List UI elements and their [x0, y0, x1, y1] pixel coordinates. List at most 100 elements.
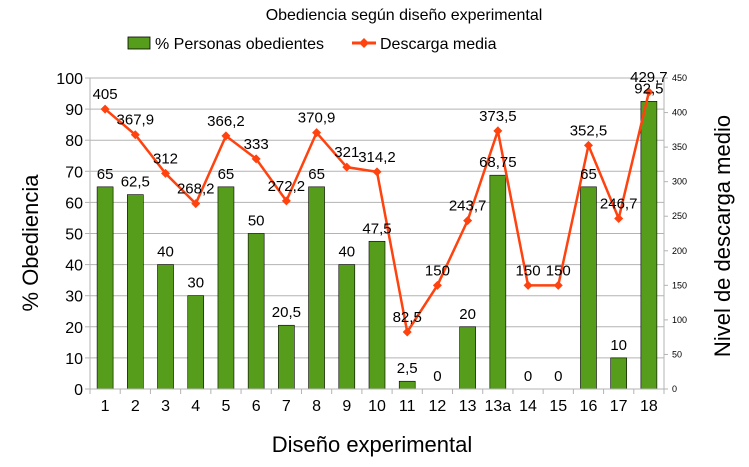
bar-data-label: 20,5	[272, 304, 301, 321]
line-data-label: 370,9	[298, 110, 336, 127]
y-tick-label: 70	[65, 164, 83, 181]
chart-title: Obediencia según diseño experimental	[266, 7, 543, 24]
bar	[217, 186, 235, 390]
bar-data-label: 65	[308, 166, 325, 183]
bar-data-label: 0	[554, 368, 562, 385]
y-tick-label: 40	[65, 258, 83, 275]
bar-data-label: 47,5	[362, 220, 391, 237]
line-point	[644, 87, 654, 97]
line-point	[130, 130, 140, 140]
x-tick-label: 5	[221, 398, 230, 415]
line-data-label: 150	[425, 262, 450, 279]
line-data-label: 333	[244, 136, 269, 153]
line-data-label: 82,5	[393, 309, 422, 326]
data-labels: 65 62,5 40 30 65 50 20,5 65 40 47,5 2,5 0 20 68,75 0 0 6…	[93, 69, 668, 385]
line-point	[342, 162, 352, 172]
line-data-label: 352,5	[570, 122, 608, 139]
y-tick-label: 20	[65, 320, 83, 337]
x-tick-label: 7	[282, 398, 291, 415]
bar-data-label: 50	[248, 213, 265, 230]
x-tick-label: 15	[549, 398, 567, 415]
y2-tick-label: 200	[672, 246, 687, 256]
x-tick-label: 13	[459, 398, 477, 415]
bar-data-label: 10	[610, 337, 627, 354]
line-point	[614, 214, 624, 224]
legend: % Personas obedientes Descarga media	[127, 36, 497, 53]
y2-tick-label: 50	[672, 349, 682, 359]
line-point	[402, 327, 412, 337]
x-tick-label: 3	[161, 398, 170, 415]
y-tick-label: 100	[56, 71, 83, 88]
bar	[308, 186, 325, 390]
bar	[187, 295, 205, 390]
bar-data-label: 2,5	[397, 360, 418, 377]
line-data-label: 367,9	[117, 112, 155, 129]
line-data-label: 321	[334, 144, 359, 161]
bar	[580, 186, 597, 390]
x-tick-label: 8	[312, 398, 321, 415]
line-point	[372, 167, 382, 177]
x-tick-label: 16	[580, 398, 598, 415]
line-data-label: 268,2	[177, 181, 215, 198]
line-point	[100, 104, 110, 114]
line-data-label: 373,5	[479, 108, 517, 125]
bar-data-label: 30	[187, 275, 204, 292]
x-tick-label: 9	[342, 398, 351, 415]
line-point	[251, 154, 261, 164]
x-tick-label: 13a	[484, 398, 511, 415]
y-axis-label: % Obediencia	[18, 174, 43, 312]
line-point	[312, 128, 322, 138]
line-data-label: 429,7	[630, 69, 668, 86]
bar-data-label: 65	[218, 166, 235, 183]
y-tick-label: 0	[74, 382, 83, 399]
y2-tick-label: 0	[672, 384, 677, 394]
y2-tick-label: 150	[672, 280, 687, 290]
bar	[247, 233, 265, 390]
line-data-label: 150	[516, 262, 541, 279]
bar	[127, 194, 144, 390]
line-series	[100, 87, 654, 337]
line-point	[523, 280, 533, 290]
line-point	[432, 280, 442, 290]
y2-tick-label: 450	[672, 73, 687, 83]
y-tick-label: 90	[65, 102, 83, 119]
bar	[368, 240, 386, 390]
line-data-label: 366,2	[207, 113, 245, 130]
line-point	[221, 131, 231, 141]
bar-data-label: 20	[459, 306, 476, 323]
x-tick-label: 2	[131, 398, 140, 415]
legend-bar-swatch	[127, 36, 151, 50]
line-point	[161, 168, 171, 178]
bar-data-label: 40	[338, 244, 355, 261]
bar-data-label: 65	[97, 166, 114, 183]
bar	[338, 264, 356, 390]
line-point	[463, 216, 473, 226]
y-tick-label: 10	[65, 351, 83, 368]
bar-data-label: 40	[157, 244, 174, 261]
x-tick-label: 4	[191, 398, 200, 415]
y-tick-label: 80	[65, 133, 83, 150]
bar-data-label: 92,5	[634, 80, 663, 97]
legend-bar-label: % Personas obedientes	[155, 36, 324, 53]
x-tick-label: 18	[640, 398, 658, 415]
x-tick-label: 12	[429, 398, 447, 415]
y2-tick-label: 350	[672, 142, 687, 152]
bar	[489, 174, 507, 390]
bar-data-label: 62,5	[121, 174, 150, 191]
y2-tick-label: 400	[672, 108, 687, 118]
line-point	[493, 126, 503, 136]
bar	[610, 357, 627, 390]
bar	[96, 186, 114, 390]
y-tick-label: 60	[65, 195, 83, 212]
ticks: 0102030405060708090100050100150200250300…	[56, 71, 687, 415]
bar-data-label: 68,75	[479, 154, 517, 171]
y2-tick-label: 250	[672, 211, 687, 221]
bar-data-label: 0	[524, 368, 532, 385]
bars	[96, 101, 658, 390]
line-data-label: 150	[546, 262, 571, 279]
x-tick-label: 10	[368, 398, 386, 415]
y2-tick-label: 300	[672, 177, 687, 187]
line-data-label: 272,2	[268, 178, 306, 195]
x-tick-label: 17	[610, 398, 628, 415]
